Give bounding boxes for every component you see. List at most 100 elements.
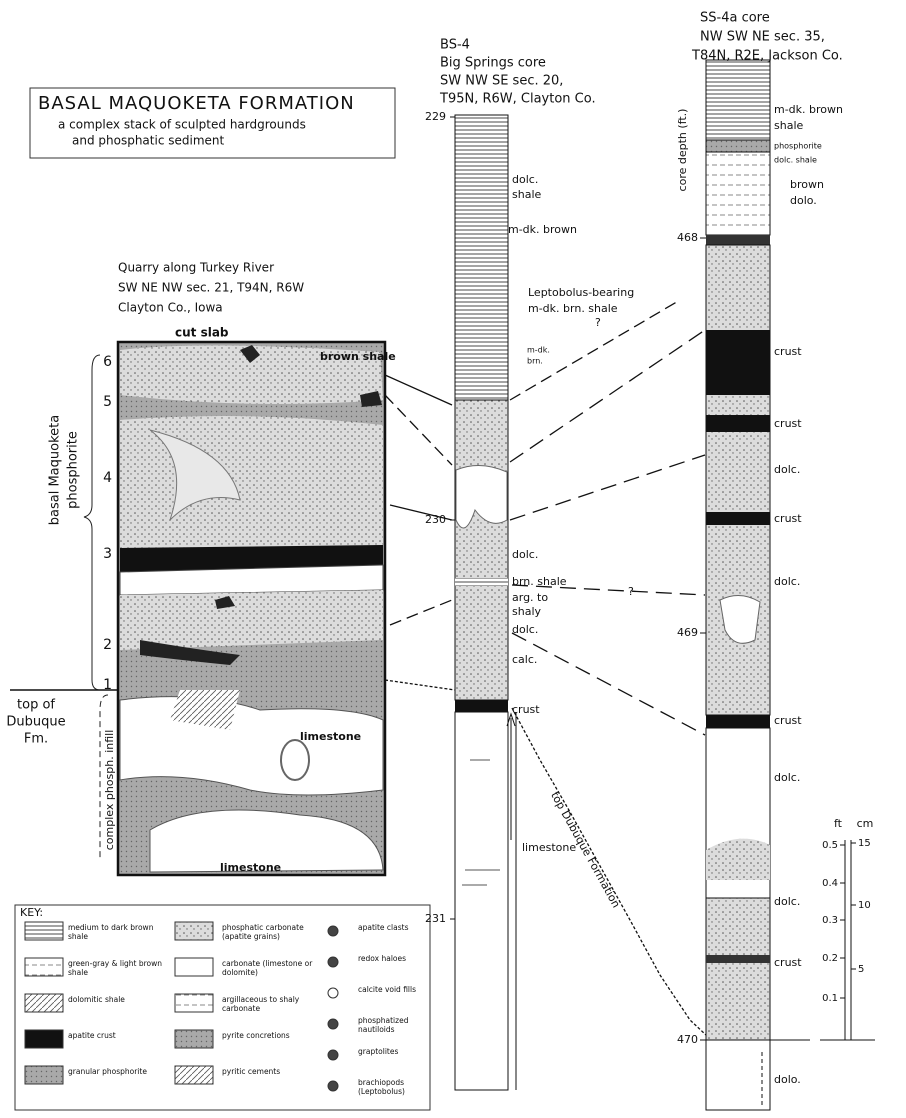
cut-slab [118, 342, 385, 875]
key-label: calcite void fills [358, 985, 426, 994]
cm-tick-label: 15 [858, 838, 871, 849]
slab-annotation: limestone [300, 730, 361, 743]
key-label: brachiopods (Leptobolus) [358, 1078, 426, 1096]
key-symbol [328, 988, 338, 998]
ss4a-label: shale [774, 119, 803, 132]
ft-tick-label: 0.2 [822, 953, 838, 964]
key-symbol [328, 1081, 338, 1091]
phosphorite-brace [84, 355, 100, 690]
ss4a-header: NW SW NE sec. 35, [700, 30, 825, 45]
key-label: redox haloes [358, 954, 426, 963]
ss4a-label: dolc. [774, 463, 800, 476]
key-label: medium to dark brown shale [68, 923, 163, 941]
ss4a-label: dolo. [790, 194, 817, 207]
bs4-header: Big Springs core [440, 56, 546, 71]
key-symbol [328, 926, 338, 936]
slab-label: cut slab [175, 326, 229, 340]
key-label: granular phosphorite [68, 1067, 163, 1076]
quarry-location: SW NE NW sec. 21, T94N, R6W [118, 281, 304, 295]
ft-tick-label: 0.1 [822, 993, 838, 1004]
scale-unit: ft [834, 817, 843, 830]
bs4-label: m-dk. brown [508, 223, 577, 236]
key-symbol [328, 1019, 338, 1029]
key-swatch [175, 1030, 213, 1048]
ft-tick-label: 0.3 [822, 915, 838, 926]
ss4a-header: T84N, R2E, Jackson Co. [691, 49, 843, 64]
dubuque-label: top of [17, 698, 55, 713]
bs4-label: m-dk. [527, 346, 550, 355]
unit-number: 6 [103, 354, 112, 370]
ss4a-label: crust [774, 417, 802, 430]
bs4-label: dolc. [512, 548, 538, 561]
ss4a-label: m-dk. brown [774, 103, 843, 116]
key-label: phosphatized nautiloids [358, 1016, 426, 1034]
depth-label: 470 [677, 1033, 698, 1046]
key-swatch [25, 958, 63, 976]
ss4a-label: dolc. [774, 895, 800, 908]
depth-label: 469 [677, 626, 698, 639]
ss4a-label: crust [774, 345, 802, 358]
bs4-header: SW NW SE sec. 20, [440, 74, 563, 89]
unit-number: 4 [103, 470, 112, 486]
key-symbol [328, 1050, 338, 1060]
bs4-label: dolc. [512, 173, 538, 186]
subtitle: and phosphatic sediment [72, 134, 224, 148]
bs4-label: limestone [522, 841, 576, 854]
quarry-location: Clayton Co., Iowa [118, 301, 223, 315]
ss4a-label: dolc. [774, 771, 800, 784]
phosphorite-label: phosphorite [66, 431, 81, 509]
unit-number: 2 [103, 637, 112, 653]
ss4a-label: brown [790, 178, 824, 191]
key-swatch [25, 1066, 63, 1084]
key-swatch [175, 1066, 213, 1084]
bs4-label: shale [512, 188, 541, 201]
key-swatch [25, 922, 63, 940]
depth-label: 231 [425, 912, 446, 925]
key-label: pyritic cements [222, 1067, 317, 1076]
subtitle: a complex stack of sculpted hardgrounds [58, 118, 306, 132]
key-label: dolomitic shale [68, 995, 163, 1004]
ss4a-label: dolo. [774, 1073, 801, 1086]
infill-label: complex phosph. infill [103, 730, 116, 851]
bs4-label: Leptobolus-bearing [528, 286, 634, 299]
bs4-label: m-dk. brn. shale [528, 302, 618, 315]
ft-tick-label: 0.4 [822, 878, 838, 889]
bs4-header: BS-4 [440, 38, 470, 53]
ft-tick-label: 0.5 [822, 840, 838, 851]
key-label: argillaceous to shaly carbonate [222, 995, 317, 1013]
key-label: pyrite concretions [222, 1031, 317, 1040]
dubuque-label: Dubuque [6, 715, 65, 730]
key-title: KEY: [20, 906, 43, 919]
bs4-label: shaly [512, 605, 541, 618]
key-label: green-gray & light brown shale [68, 959, 163, 977]
cm-tick-label: 10 [858, 900, 871, 911]
slab-annotation: limestone [220, 861, 281, 874]
scale-bar [820, 840, 875, 1040]
key-label: carbonate (limestone or dolomite) [222, 959, 317, 977]
key-label: apatite clasts [358, 923, 426, 932]
bs4-label: arg. to [512, 591, 548, 604]
ss4a-label: phosphorite [774, 142, 822, 151]
ss4a-label: crust [774, 714, 802, 727]
slab-annotation: brown shale [320, 350, 396, 363]
cm-tick-label: 5 [858, 964, 864, 975]
phosphorite-label: basal Maquoketa [48, 415, 63, 525]
unit-number: 3 [103, 546, 112, 562]
ss4a-label: crust [774, 512, 802, 525]
quarry-location: Quarry along Turkey River [118, 261, 274, 275]
ss4a-label: dolc. shale [774, 156, 817, 165]
bs4-label: crust [512, 703, 540, 716]
page: BASAL MAQUOKETA FORMATIONa complex stack… [0, 0, 906, 1118]
question-mark: ? [595, 316, 601, 329]
key-swatch [175, 958, 213, 976]
bs4-label: dolc. [512, 623, 538, 636]
depth-label: 230 [425, 513, 446, 526]
question-mark: ? [628, 585, 634, 598]
bs4-label: brn. [527, 357, 543, 366]
ss4a-label: dolc. [774, 575, 800, 588]
depth-label: 468 [677, 231, 698, 244]
diagram: BASAL MAQUOKETA FORMATIONa complex stack… [0, 0, 906, 1118]
key-label: phosphatic carbonate (apatite grains) [222, 923, 317, 941]
ss4a-label: crust [774, 956, 802, 969]
key-swatch [175, 922, 213, 940]
